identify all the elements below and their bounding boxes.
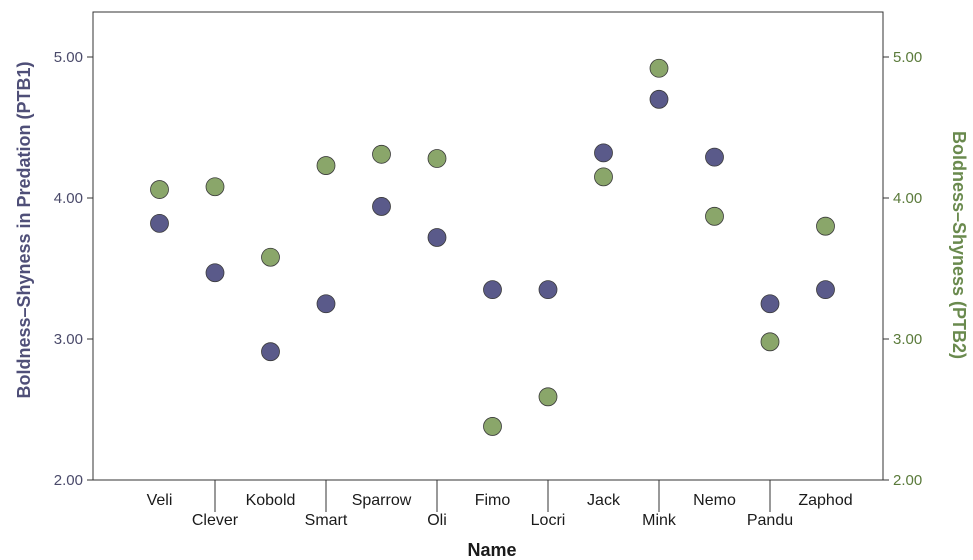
category-label: Pandu	[747, 512, 793, 529]
point-ptb1-veli	[150, 213, 169, 233]
point-ptb1-pandu	[760, 294, 780, 314]
point-ptb2-zaphod	[816, 216, 835, 236]
x-axis-title: Name	[467, 540, 516, 560]
point-ptb1-smart	[316, 294, 336, 314]
point-ptb1-mink	[649, 89, 669, 109]
point-ptb2-mink	[649, 58, 669, 78]
category-label: Veli	[147, 492, 173, 509]
category-label: Jack	[587, 492, 621, 509]
plot-frame	[92, 11, 884, 481]
point-ptb1-locri	[538, 280, 558, 300]
left-tick-label: 2.00	[54, 472, 83, 489]
category-label: Locri	[531, 512, 566, 529]
right-tick-label: 2.00	[893, 472, 922, 489]
category-label: Mink	[642, 512, 677, 529]
point-ptb1-jack	[594, 143, 613, 163]
category-label: Clever	[192, 512, 239, 529]
point-ptb2-fimo	[483, 417, 502, 436]
left-tick-label: 4.00	[54, 190, 83, 207]
category-label: Kobold	[246, 492, 296, 509]
right-tick-label: 3.00	[893, 331, 922, 348]
point-ptb2-oli	[427, 149, 447, 168]
category-label: Fimo	[475, 492, 511, 509]
axis-ticks: 2.00 2.00 3.00 3.00 4.00 4.00 5.00 5.00	[54, 49, 922, 489]
category-label: Smart	[305, 512, 348, 529]
point-ptb1-clever	[205, 263, 225, 283]
point-ptb1-fimo	[483, 280, 502, 300]
category-label: Oli	[427, 512, 447, 529]
right-tick-label: 5.00	[893, 49, 922, 66]
right-tick-label: 4.00	[893, 190, 922, 207]
category-label: Nemo	[693, 492, 736, 509]
point-ptb1-kobold	[261, 342, 280, 362]
point-ptb1-oli	[427, 228, 447, 247]
data-points	[150, 58, 835, 436]
point-ptb2-jack	[594, 167, 613, 187]
point-ptb2-kobold	[261, 247, 280, 267]
left-tick-label: 3.00	[54, 331, 83, 348]
point-ptb1-sparrow	[372, 197, 391, 216]
point-ptb2-pandu	[760, 332, 780, 352]
point-ptb2-locri	[538, 387, 558, 407]
point-ptb1-nemo	[705, 147, 724, 167]
point-ptb2-smart	[316, 156, 336, 175]
category-label: Sparrow	[352, 492, 412, 509]
point-ptb2-sparrow	[372, 144, 391, 164]
point-ptb2-nemo	[705, 206, 724, 226]
y-axis-title-right: Boldness–Shyness (PTB2)	[949, 131, 969, 359]
point-ptb1-zaphod	[816, 280, 835, 300]
y-axis-title-left: Boldness–Shyness in Predation (PTB1)	[14, 61, 34, 398]
point-ptb2-veli	[150, 180, 169, 199]
left-tick-label: 5.00	[54, 49, 83, 66]
category-label: Zaphod	[798, 492, 852, 509]
point-ptb2-clever	[205, 177, 225, 197]
